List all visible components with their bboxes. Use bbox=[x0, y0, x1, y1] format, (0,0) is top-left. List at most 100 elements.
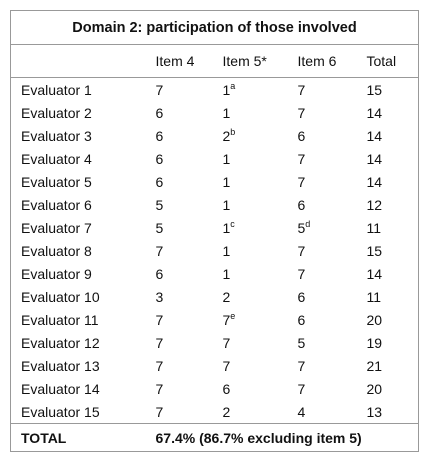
table-cell: 14 bbox=[366, 150, 383, 167]
table-cell: 21 bbox=[366, 357, 383, 374]
table-row: Evaluator 3 6 2b 6 14 bbox=[11, 124, 419, 147]
table-cell: 13 bbox=[366, 403, 383, 420]
table-cell: Evaluator 2 bbox=[21, 104, 92, 121]
table-body: Evaluator 1 7 1a 7 15 Evaluator 2 6 1 7 14 Evaluat… bbox=[10, 78, 419, 452]
table-cell: Evaluator 7 bbox=[21, 219, 92, 236]
table-cell: 5 bbox=[155, 219, 164, 236]
header-cell: Total bbox=[356, 44, 419, 78]
table-cell: 15 bbox=[366, 242, 383, 259]
footnote-mark: e bbox=[230, 310, 236, 321]
title-row: Domain 2: participation of those involve… bbox=[10, 10, 419, 45]
table-cell: 1c bbox=[213, 216, 288, 239]
table-cell: 1 bbox=[222, 265, 231, 282]
table-cell: Evaluator 12 bbox=[21, 334, 100, 351]
table-cell: 6 bbox=[222, 380, 231, 397]
table-row: Evaluator 6 5 1 6 12 bbox=[11, 193, 419, 216]
table-cell: 6 bbox=[155, 265, 164, 282]
table-cell: 7 bbox=[297, 81, 306, 98]
cell-value: 1 bbox=[222, 81, 231, 98]
table-cell: 7 bbox=[155, 357, 164, 374]
table-row: Evaluator 5 6 1 7 14 bbox=[11, 170, 419, 193]
table-cell: 4 bbox=[297, 403, 306, 420]
table-cell: Evaluator 14 bbox=[21, 380, 100, 397]
table-cell: Evaluator 13 bbox=[21, 357, 100, 374]
table-cell: 7 bbox=[297, 357, 306, 374]
table-cell: Evaluator 4 bbox=[21, 150, 92, 167]
table-cell: 7 bbox=[155, 380, 164, 397]
table: Domain 2: participation of those involve… bbox=[10, 10, 420, 452]
footnote-mark: b bbox=[230, 126, 236, 137]
table-cell: 7 bbox=[297, 242, 306, 259]
table-cell: 2 bbox=[222, 288, 231, 305]
table-cell: 11 bbox=[366, 219, 382, 236]
header-cell: Item 4 bbox=[145, 44, 213, 78]
table-cell: 7 bbox=[297, 265, 306, 282]
table-cell: 11 bbox=[366, 288, 382, 305]
table-cell: Evaluator 3 bbox=[21, 127, 92, 144]
table-cell: 6 bbox=[155, 150, 164, 167]
table-cell: 6 bbox=[297, 196, 306, 213]
table-cell: 3 bbox=[155, 288, 164, 305]
table-cell: 6 bbox=[297, 127, 306, 144]
table-cell: 1 bbox=[222, 173, 231, 190]
table-cell: 5 bbox=[297, 334, 306, 351]
table-cell: 12 bbox=[366, 196, 383, 213]
table-row: Evaluator 12 7 7 5 19 bbox=[11, 331, 419, 354]
table-row: Evaluator 9 6 1 7 14 bbox=[11, 262, 419, 285]
header-cell: Item 5* bbox=[212, 44, 288, 78]
table-cell: 19 bbox=[366, 334, 383, 351]
table-cell: 5d bbox=[288, 216, 357, 239]
footnote-mark: a bbox=[230, 80, 236, 91]
table-cell: 6 bbox=[297, 288, 306, 305]
table-cell: Evaluator 8 bbox=[21, 242, 92, 259]
table-row: Evaluator 13 7 7 7 21 bbox=[11, 354, 419, 377]
table-cell: 14 bbox=[366, 127, 383, 144]
table-cell: 7 bbox=[222, 357, 231, 374]
table-cell: 1 bbox=[222, 104, 231, 121]
table-cell: 7 bbox=[297, 380, 306, 397]
table-cell: 1a bbox=[213, 78, 288, 102]
table-cell: 5 bbox=[155, 196, 164, 213]
table-cell: Evaluator 5 bbox=[21, 173, 92, 190]
table-cell: 7 bbox=[155, 403, 164, 420]
table-cell: 6 bbox=[155, 104, 164, 121]
table-cell: Evaluator 6 bbox=[21, 196, 92, 213]
table-cell: 14 bbox=[366, 104, 383, 121]
table-cell: 14 bbox=[366, 265, 383, 282]
cell-value: 5 bbox=[297, 219, 306, 236]
table-row: Evaluator 15 7 2 4 13 bbox=[11, 400, 419, 424]
table-cell: 7 bbox=[297, 173, 306, 190]
table-cell: 7e bbox=[213, 308, 288, 331]
table-cell: 7 bbox=[155, 311, 164, 328]
table-cell: 2b bbox=[213, 124, 288, 147]
table-cell: 15 bbox=[366, 81, 383, 98]
table-cell: 6 bbox=[297, 311, 306, 328]
total-value: 67.4% (86.7% excluding item 5) bbox=[145, 423, 419, 452]
table-row: Evaluator 11 7 7e 6 20 bbox=[11, 308, 419, 331]
table-cell: 6 bbox=[155, 173, 164, 190]
table-cell: 6 bbox=[155, 127, 164, 144]
table-title: Domain 2: participation of those involve… bbox=[10, 10, 419, 45]
total-label: TOTAL bbox=[10, 423, 146, 452]
cell-value: 1 bbox=[222, 219, 231, 236]
total-row: TOTAL 67.4% (86.7% excluding item 5) bbox=[10, 423, 419, 452]
table-cell: 2 bbox=[222, 403, 231, 420]
table-row: Evaluator 8 7 1 7 15 bbox=[11, 239, 419, 262]
footnote-mark: c bbox=[230, 218, 235, 229]
table-cell: 7 bbox=[297, 150, 306, 167]
cell-value: 2 bbox=[222, 127, 231, 144]
table-cell: Evaluator 10 bbox=[21, 288, 100, 305]
header-cell bbox=[10, 44, 146, 78]
table-row: Evaluator 10 3 2 6 11 bbox=[11, 285, 419, 308]
table-cell: Evaluator 1 bbox=[21, 81, 92, 98]
table-cell: Evaluator 9 bbox=[21, 265, 92, 282]
table-row: Evaluator 2 6 1 7 14 bbox=[11, 101, 419, 124]
table-cell: 7 bbox=[155, 81, 164, 98]
header-cell: Item 6 bbox=[287, 44, 357, 78]
table-cell: 14 bbox=[366, 173, 383, 190]
table-cell: Evaluator 15 bbox=[21, 403, 100, 420]
header-row: Item 4 Item 5* Item 6 Total bbox=[10, 44, 419, 78]
table-cell: Evaluator 11 bbox=[21, 311, 99, 328]
table-row: Evaluator 1 7 1a 7 15 bbox=[11, 78, 419, 102]
